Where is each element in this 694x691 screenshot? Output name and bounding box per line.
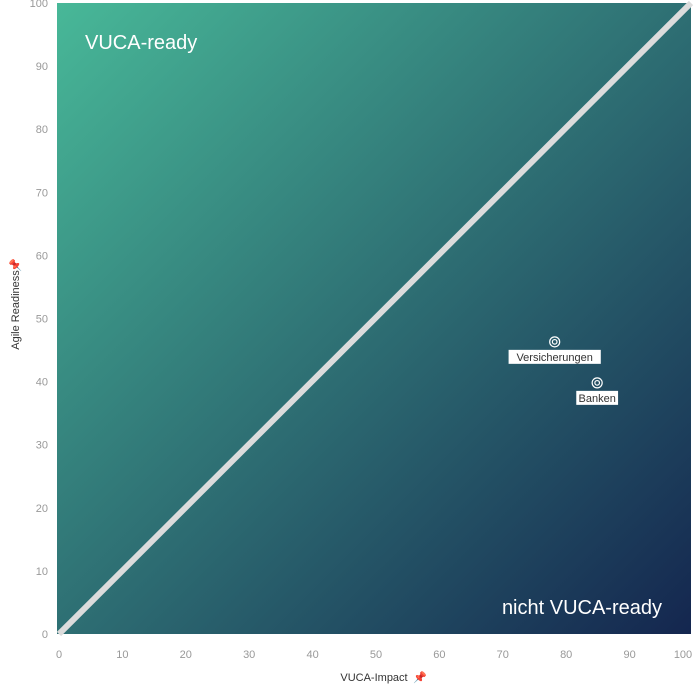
y-tick-label: 20 (36, 503, 48, 515)
x-tick-label: 0 (56, 649, 62, 661)
y-tick-label: 60 (36, 250, 48, 262)
x-tick-label: 10 (116, 649, 128, 661)
data-label: Banken (579, 393, 616, 405)
x-tick-label: 50 (370, 649, 382, 661)
x-axis-pin-icon[interactable]: 📌 (413, 670, 427, 684)
data-point-marker[interactable] (549, 336, 561, 348)
x-tick-label: 90 (623, 649, 635, 661)
x-tick-label: 20 (180, 649, 192, 661)
data-label: Versicherungen (516, 352, 592, 364)
data-point-marker[interactable] (591, 377, 603, 389)
x-tick-label: 80 (560, 649, 572, 661)
x-tick-label: 60 (433, 649, 445, 661)
y-tick-label: 80 (36, 124, 48, 136)
data-point[interactable]: Versicherungen (508, 336, 601, 364)
zone-label-vuca-ready: VUCA-ready (85, 32, 197, 54)
y-tick-label: 90 (36, 61, 48, 73)
x-axis-label: VUCA-Impact (340, 672, 407, 684)
y-tick-label: 40 (36, 377, 48, 389)
zone-label-nicht-vuca-ready: nicht VUCA-ready (502, 597, 662, 619)
data-label-bg (508, 349, 601, 364)
y-axis-label: Agile Readiness (10, 270, 22, 350)
y-axis-pin-icon[interactable]: 📌 (8, 258, 22, 272)
data-label-bg (576, 390, 619, 405)
y-tick-label: 10 (36, 566, 48, 578)
y-tick-label: 50 (36, 314, 48, 326)
data-point[interactable]: Banken (576, 377, 619, 405)
x-tick-label: 30 (243, 649, 255, 661)
x-tick-label: 40 (306, 649, 318, 661)
y-tick-label: 100 (30, 0, 48, 10)
x-tick-label: 70 (497, 649, 509, 661)
y-tick-label: 70 (36, 187, 48, 199)
x-tick-label: 100 (674, 649, 692, 661)
y-tick-label: 0 (42, 629, 48, 641)
diagonal-line (56, 0, 694, 637)
y-tick-label: 30 (36, 440, 48, 452)
